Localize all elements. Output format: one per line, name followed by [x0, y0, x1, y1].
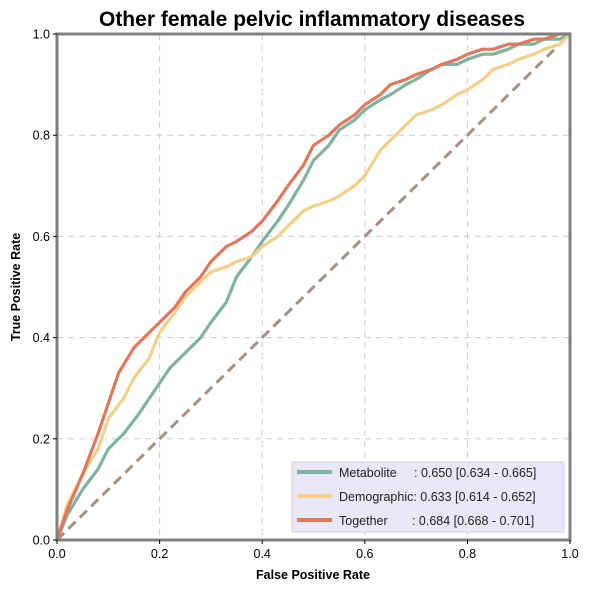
- x-tick-label-1: 0.2: [151, 547, 168, 561]
- legend-label-together: Together : 0.684 [0.668 - 0.701]: [339, 514, 534, 528]
- x-tick-label-3: 0.6: [356, 547, 373, 561]
- x-tick-label-0: 0.0: [48, 547, 65, 561]
- y-axis-ticks: 0.0 0.2 0.4 0.6 0.8 1.0: [33, 28, 57, 548]
- y-axis-label: True Positive Rate: [9, 233, 23, 341]
- legend: Metabolite : 0.650 [0.634 - 0.665] Demog…: [291, 461, 565, 533]
- chart-title: Other female pelvic inflammatory disease…: [99, 8, 525, 31]
- y-tick-label-1: 0.2: [33, 432, 50, 446]
- y-tick-label-5: 1.0: [33, 28, 50, 42]
- series-line-demographic: [55, 32, 572, 542]
- y-tick-label-2: 0.4: [33, 331, 50, 345]
- legend-label-demographic: Demographic: 0.633 [0.614 - 0.652]: [339, 490, 536, 504]
- chance-diagonal-line: [55, 32, 572, 542]
- x-tick-label-4: 0.8: [459, 547, 476, 561]
- legend-label-metabolite: Metabolite : 0.650 [0.634 - 0.665]: [339, 466, 536, 480]
- series-line-metabolite: [55, 32, 572, 542]
- series-layer: [55, 32, 572, 542]
- x-axis-ticks: 0.0 0.2 0.4 0.6 0.8 1.0: [48, 540, 579, 561]
- x-axis-label: False Positive Rate: [256, 568, 370, 582]
- y-tick-label-3: 0.6: [33, 230, 50, 244]
- plot-frame: [55, 32, 572, 542]
- y-tick-label-4: 0.8: [33, 129, 50, 143]
- series-line-together: [55, 32, 572, 542]
- y-tick-label-0: 0.0: [33, 534, 50, 548]
- legend-box: [291, 461, 565, 533]
- x-tick-label-5: 1.0: [561, 547, 578, 561]
- x-tick-label-2: 0.4: [254, 547, 271, 561]
- grid: [57, 34, 570, 540]
